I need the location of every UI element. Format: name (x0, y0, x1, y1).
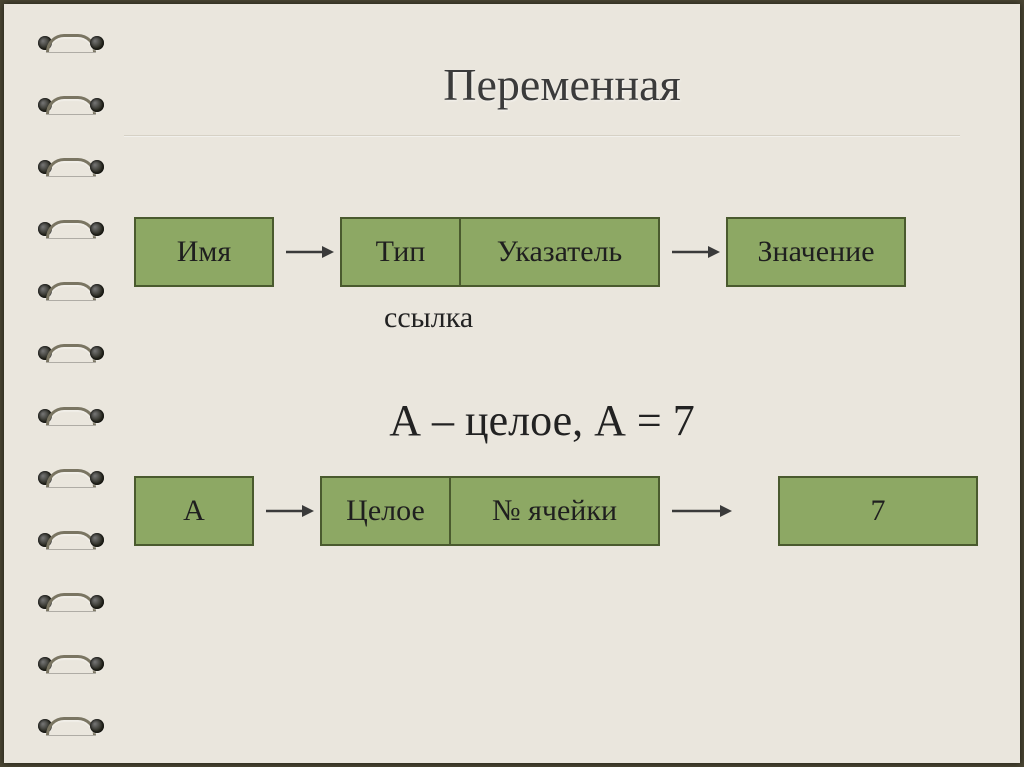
box-cell-number: № ячейки (450, 476, 660, 546)
binding-ring (36, 519, 106, 559)
binding-ring (36, 457, 106, 497)
arrow-icon (670, 242, 720, 262)
page-title: Переменная (124, 4, 1000, 111)
binding-ring (36, 395, 106, 435)
binding-ring (36, 581, 106, 621)
box-pair-example: Целое № ячейки (320, 476, 660, 546)
binding-ring (36, 643, 106, 683)
slide: Переменная Имя Тип Указатель (4, 4, 1020, 763)
middle-statement: А – целое, А = 7 (124, 395, 960, 446)
row-example: А Целое № ячейки (134, 476, 1000, 546)
diagram-rows: Имя Тип Указатель Знач (124, 217, 1000, 546)
spiral-binding (36, 22, 106, 745)
title-divider (124, 135, 960, 137)
binding-ring (36, 208, 106, 248)
arrow-icon (284, 242, 334, 262)
binding-ring (36, 84, 106, 124)
box-value: Значение (726, 217, 906, 287)
content-area: Переменная Имя Тип Указатель (124, 4, 1000, 763)
box-type: Тип (340, 217, 460, 287)
box-pair-reference: Тип Указатель (340, 217, 660, 287)
binding-ring (36, 146, 106, 186)
box-pointer: Указатель (460, 217, 660, 287)
box-name: Имя (134, 217, 274, 287)
binding-ring (36, 332, 106, 372)
sublabel-reference: ссылка (384, 301, 1000, 335)
box-seven: 7 (778, 476, 978, 546)
binding-ring (36, 705, 106, 745)
box-integer: Целое (320, 476, 450, 546)
arrow-icon (264, 501, 314, 521)
binding-ring (36, 22, 106, 62)
row-schema: Имя Тип Указатель Знач (134, 217, 1000, 287)
box-a: А (134, 476, 254, 546)
binding-ring (36, 270, 106, 310)
arrow-icon (670, 501, 734, 521)
